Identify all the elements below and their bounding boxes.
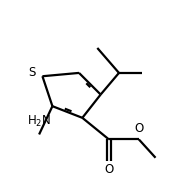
Text: S: S [28, 66, 36, 79]
Text: O: O [104, 163, 114, 176]
Text: O: O [134, 122, 143, 135]
Text: H$_2$N: H$_2$N [27, 114, 51, 129]
